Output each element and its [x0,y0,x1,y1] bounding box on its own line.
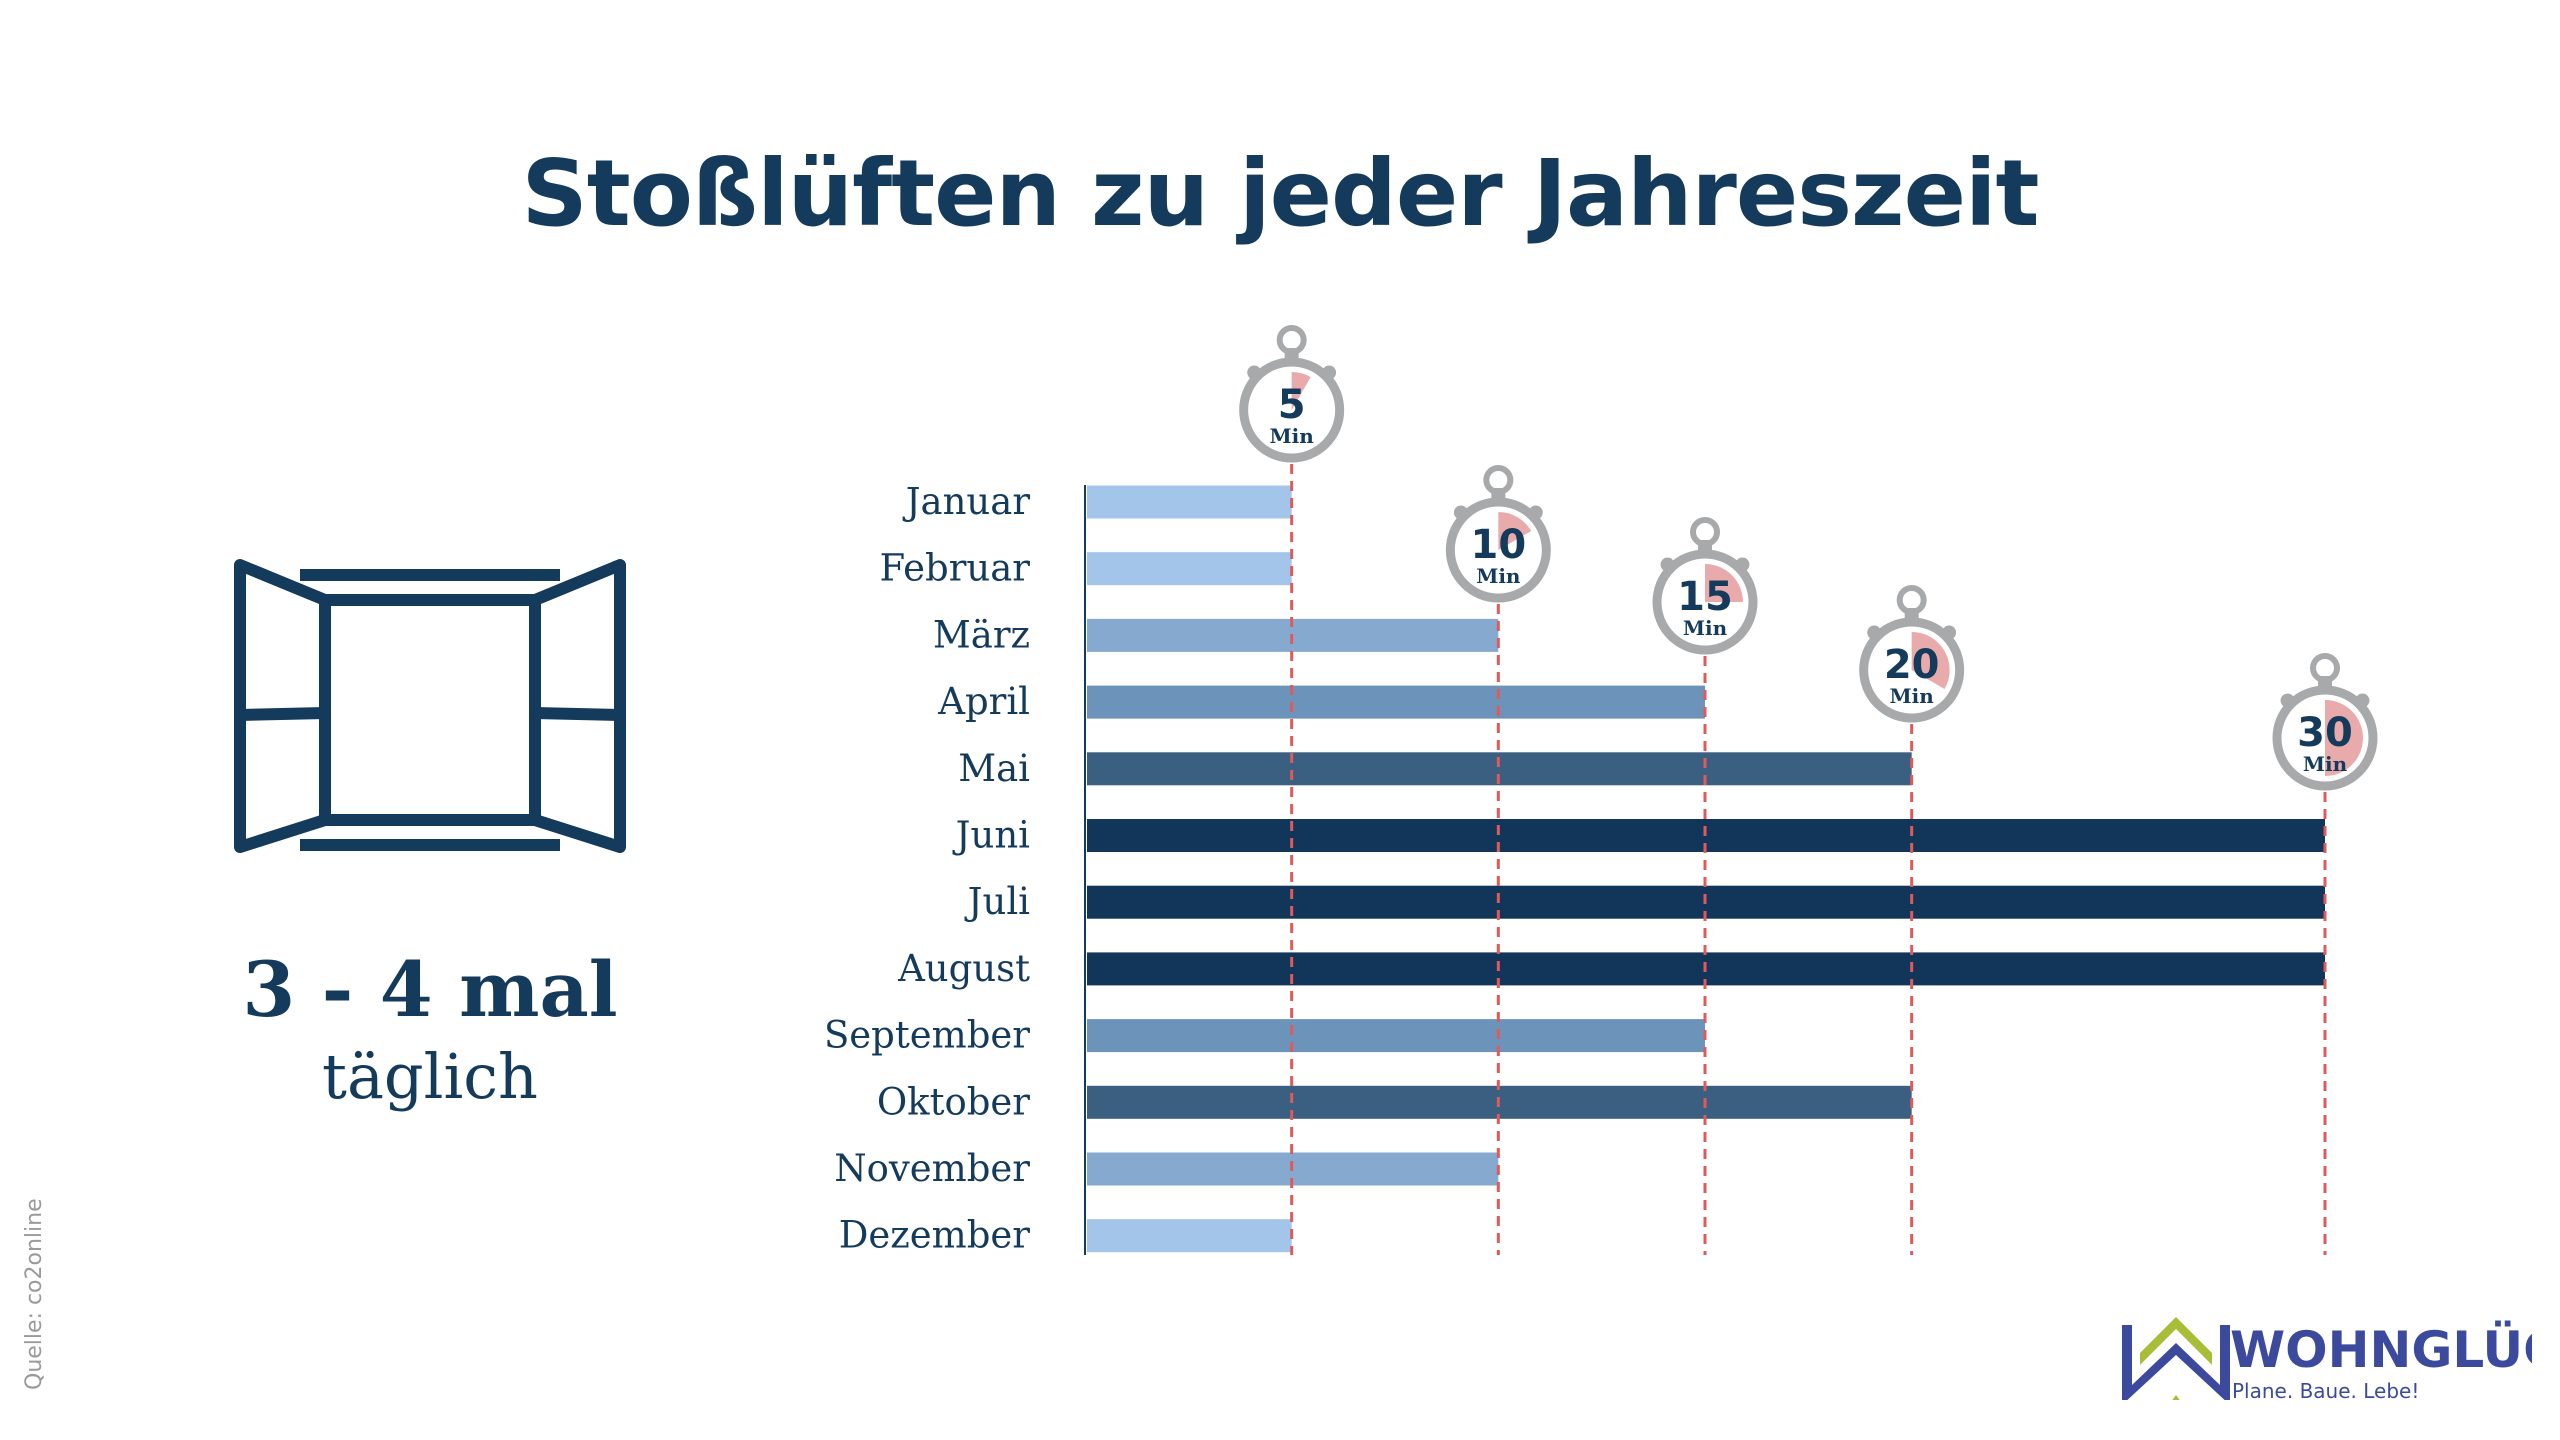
logo: WOHNGLÜCK Plane. Baue. Lebe! [2122,1317,2532,1400]
bar [1087,685,1705,719]
stopwatch-unit: Min [1270,424,1315,448]
bar [1087,1019,1705,1053]
stopwatch-value: 10 [1470,522,1526,568]
stopwatch-unit: Min [1683,616,1728,640]
bar [1087,485,1292,519]
page-title: Stoßlüften zu jeder Jahreszeit [521,140,2039,247]
stopwatch-unit: Min [1890,684,1935,708]
bar [1087,1219,1292,1253]
stopwatch-unit: Min [1476,564,1521,588]
logo-tagline: Plane. Baue. Lebe! [2232,1379,2419,1400]
stopwatch-elapsed [1911,632,1950,689]
month-label: Januar [902,480,1031,523]
month-label: April [937,680,1030,723]
month-label: Oktober [877,1080,1030,1123]
month-label: Juli [964,880,1030,923]
month-label: August [897,947,1030,990]
stopwatch-value: 30 [2297,710,2353,756]
month-label: September [824,1014,1030,1057]
stopwatch-value: 5 [1278,382,1306,428]
stopwatch-value: 20 [1884,642,1940,688]
month-label: Juni [952,814,1030,857]
month-label: Februar [880,547,1031,590]
bar-chart: Januar Februar März April Mai Juni Juli August S… [824,325,2378,1257]
logo-name: WOHNGLÜCK [2230,1320,2532,1379]
frequency-unit: täglich [322,1040,538,1113]
window-icon [234,559,626,853]
stopwatch-unit: Min [2303,752,2348,776]
frequency-value: 3 - 4 mal [242,945,618,1034]
stopwatch-elapsed [1705,564,1743,602]
stopwatch-elapsed [1498,512,1532,550]
month-label: März [933,613,1030,656]
bar [1087,552,1292,586]
month-label: November [834,1147,1030,1190]
stopwatch-value: 15 [1677,574,1733,620]
month-label: Dezember [839,1214,1031,1257]
stopwatch-elapsed [2325,700,2363,776]
stopwatch-elapsed [1291,372,1311,410]
month-label: Mai [958,747,1030,790]
